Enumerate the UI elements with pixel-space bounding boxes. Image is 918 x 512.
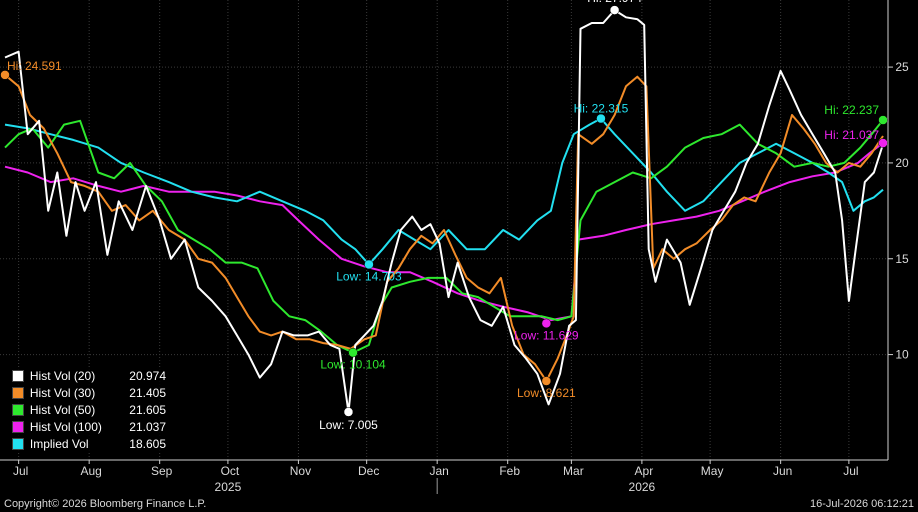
legend-swatch-hist50 — [12, 403, 24, 416]
legend-value-hist20: 20.974 — [129, 368, 166, 383]
legend-label-hist30: Hist Vol (30) — [29, 385, 96, 400]
legend-swatch-hist100 — [12, 420, 24, 433]
x-tick-label: Nov — [290, 464, 311, 478]
copyright-text: Copyright© 2026 Bloomberg Finance L.P. — [4, 498, 207, 510]
annotation-label: Low: 8.621 — [517, 386, 576, 400]
series-line-hist-vol-30 — [4, 74, 884, 382]
legend-label-hist50: Hist Vol (50) — [29, 402, 96, 417]
x-tick-label: Jun — [773, 464, 792, 478]
x-tick-label: Jul — [13, 464, 28, 478]
y-tick-label: 25 — [895, 60, 909, 74]
y-tick-label: 15 — [895, 252, 909, 266]
annotations: Hi: 27.974 Low: 7.005 Hi: 24.591 Low: 8.621… — [0, 0, 888, 432]
x-tick-label: Sep — [151, 464, 173, 478]
series-line-implied-vol — [4, 117, 884, 266]
annotation-marker — [541, 376, 552, 386]
x-tick-label: Dec — [358, 464, 379, 478]
legend-swatch-hist20 — [12, 369, 24, 382]
y-tick-label: 20 — [895, 156, 909, 170]
annotation-label: Hi: 24.591 — [7, 59, 62, 73]
legend-value-hist100: 21.037 — [129, 419, 166, 434]
x-tick-label: Feb — [499, 464, 520, 478]
annotation-marker — [364, 259, 374, 270]
x-tick-label: Jul — [843, 464, 858, 478]
x-tick-label: Apr — [635, 464, 654, 478]
legend: Hist Vol (20) 20.974 Hist Vol (30) 21.40… — [6, 367, 166, 453]
legend-entry-implied: Implied Vol 18.605 — [6, 435, 166, 452]
annotation-label: Hi: 22.237 — [824, 103, 879, 117]
legend-value-hist30: 21.405 — [129, 385, 166, 400]
legend-value-hist50: 21.605 — [129, 402, 166, 417]
year-label: 2025 — [215, 480, 242, 494]
x-tick-label: Oct — [221, 464, 240, 478]
annotation-label: Low: 11.629 — [514, 328, 579, 342]
timestamp-text: 16-Jul-2026 06:12:21 — [810, 498, 914, 510]
x-tick-label: May — [701, 464, 724, 478]
x-tick-label: Jan — [429, 464, 448, 478]
year-label: 2026 — [629, 480, 656, 494]
annotation-label: Low: 7.005 — [319, 418, 378, 432]
annotation-marker — [541, 318, 552, 329]
legend-label-implied: Implied Vol — [29, 436, 89, 451]
annotation-marker — [0, 70, 10, 80]
legend-entry-hist50: Hist Vol (50) 21.605 — [6, 401, 166, 418]
annotation-marker — [348, 347, 358, 358]
legend-label-hist100: Hist Vol (100) — [29, 419, 102, 434]
annotation-label: Hi: 21.037 — [824, 128, 879, 142]
annotation-marker — [878, 115, 888, 125]
legend-entry-hist100: Hist Vol (100) 21.037 — [6, 418, 166, 435]
annotation-marker — [609, 5, 620, 15]
x-tick-label: Mar — [563, 464, 584, 478]
annotation-label: Low: 14.703 — [336, 269, 402, 283]
series-line-hist-vol-100 — [4, 142, 884, 322]
legend-swatch-implied — [12, 437, 24, 450]
annotation-label: Low: 10.104 — [320, 358, 386, 372]
gridlines — [0, 0, 888, 460]
legend-label-hist20: Hist Vol (20) — [29, 368, 96, 383]
annotation-marker — [343, 407, 354, 417]
y-tick-label: 10 — [895, 348, 909, 362]
annotation-marker — [596, 113, 606, 124]
annotation-label: Hi: 22.315 — [574, 102, 629, 116]
annotation-marker — [878, 138, 888, 148]
legend-value-implied: 18.605 — [129, 436, 166, 451]
series-lines — [4, 9, 884, 414]
annotation-label: Hi: 27.974 — [587, 0, 642, 5]
series-line-hist-vol-50 — [4, 119, 884, 354]
series-line-hist-vol-20 — [4, 9, 884, 414]
x-tick-label: Aug — [80, 464, 101, 478]
legend-entry-hist30: Hist Vol (30) 21.405 — [6, 384, 166, 401]
legend-entry-hist20: Hist Vol (20) 20.974 — [6, 367, 166, 384]
legend-swatch-hist30 — [12, 386, 24, 399]
